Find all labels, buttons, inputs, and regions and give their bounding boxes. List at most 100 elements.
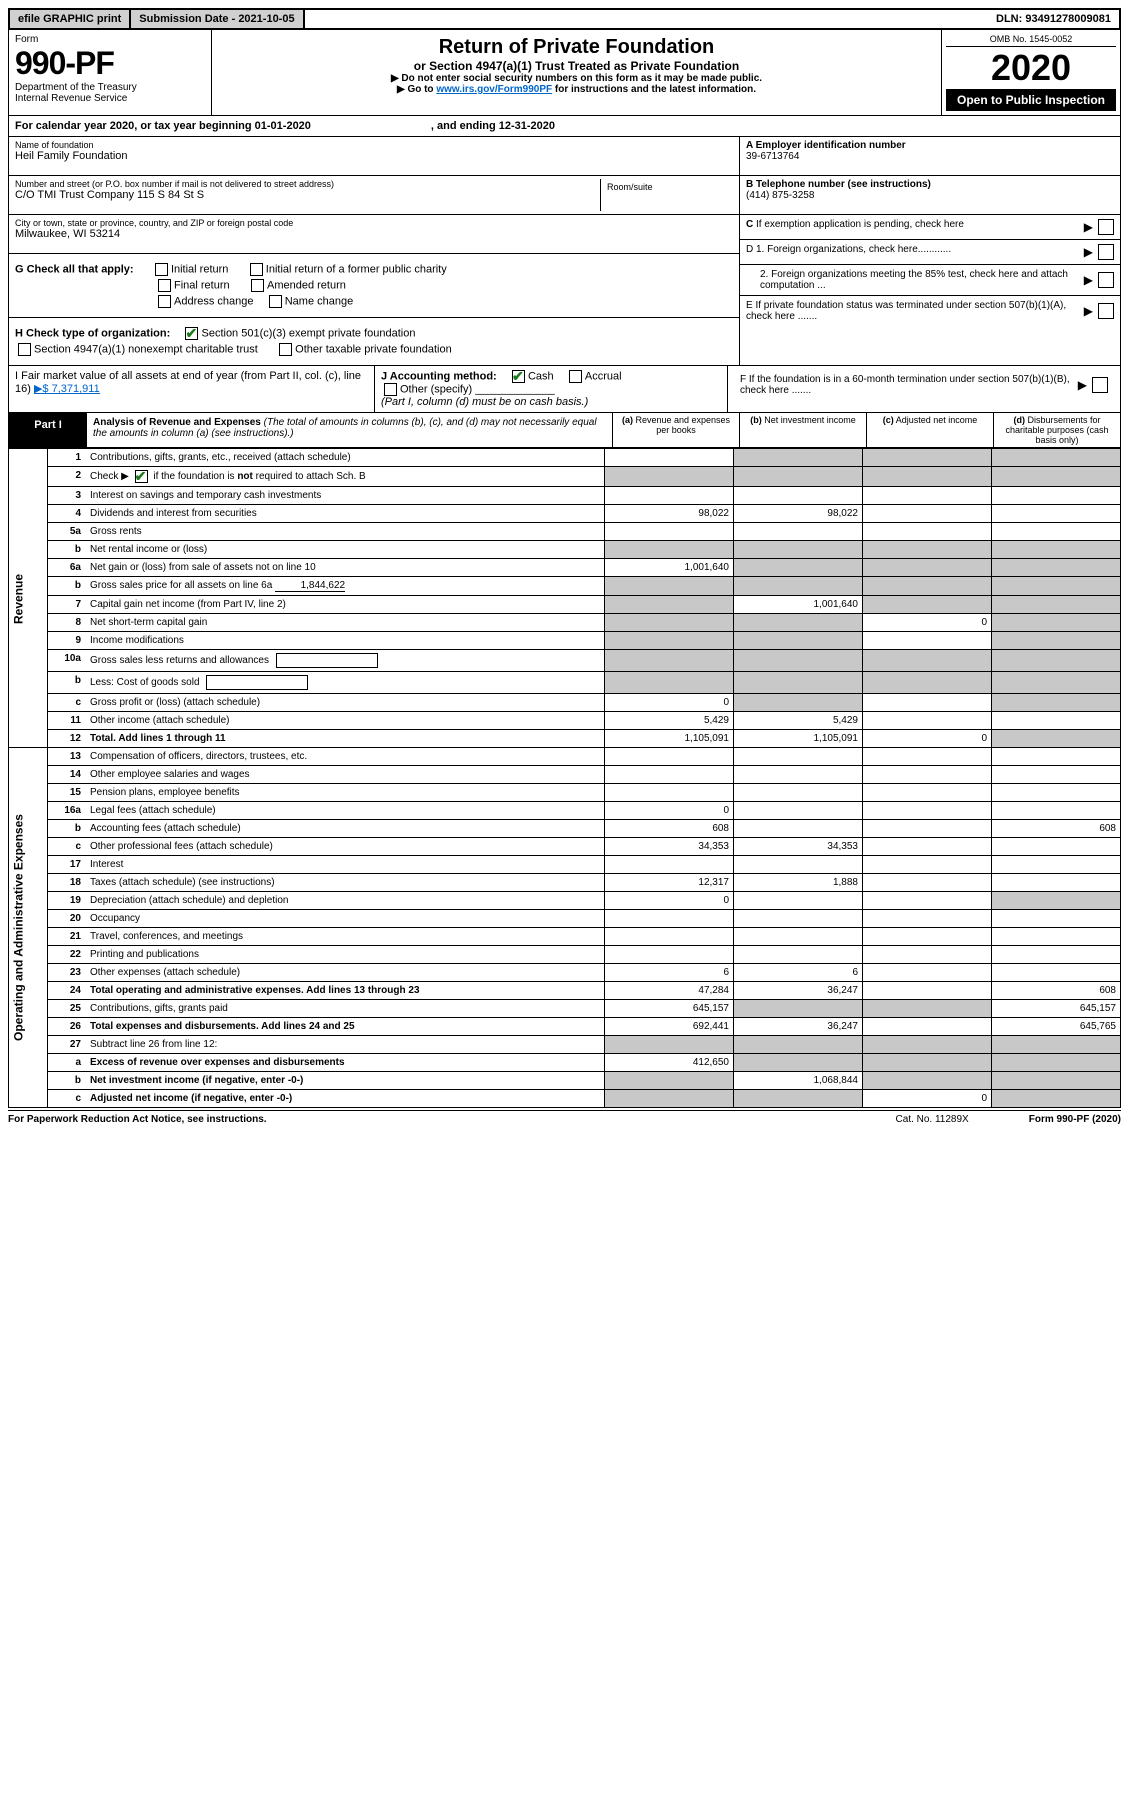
line-3: 3 Interest on savings and temporary cash…: [9, 487, 1121, 505]
line-10b: b Less: Cost of goods sold: [9, 672, 1121, 694]
line-23: 23 Other expenses (attach schedule) 6 6: [9, 964, 1121, 982]
checkbox-address-change[interactable]: [158, 295, 171, 308]
open-inspection: Open to Public Inspection: [946, 89, 1116, 111]
calendar-year-row: For calendar year 2020, or tax year begi…: [8, 116, 1121, 137]
ein-value: 39-6713764: [746, 151, 1114, 162]
line-2: 2 Check ▶ if the foundation is not requi…: [9, 467, 1121, 487]
name-label: Name of foundation: [15, 140, 733, 150]
d1-label: D 1. Foreign organizations, check here..…: [746, 244, 1084, 260]
side-Revenue: Revenue: [9, 449, 48, 748]
checkbox-cash[interactable]: [512, 370, 525, 383]
line-12: 12 Total. Add lines 1 through 11 1,105,0…: [9, 730, 1121, 748]
g-checkboxes: G Check all that apply: Initial return I…: [9, 254, 739, 318]
form990pf-link[interactable]: www.irs.gov/Form990PF: [436, 84, 552, 95]
note-ssn: ▶ Do not enter social security numbers o…: [218, 73, 935, 84]
d2-label: 2. Foreign organizations meeting the 85%…: [746, 269, 1084, 291]
line-27c: c Adjusted net income (if negative, ente…: [9, 1090, 1121, 1108]
line-16c: c Other professional fees (attach schedu…: [9, 838, 1121, 856]
line-18: 18 Taxes (attach schedule) (see instruct…: [9, 874, 1121, 892]
checkbox-initial-return[interactable]: [155, 263, 168, 276]
line-11: 11 Other income (attach schedule) 5,429 …: [9, 712, 1121, 730]
line-5b: b Net rental income or (loss): [9, 541, 1121, 559]
checkbox-d1[interactable]: [1098, 244, 1114, 260]
paperwork-notice: For Paperwork Reduction Act Notice, see …: [8, 1114, 267, 1125]
line-19: 19 Depreciation (attach schedule) and de…: [9, 892, 1121, 910]
checkbox-accrual[interactable]: [569, 370, 582, 383]
foundation-name: Heil Family Foundation: [15, 150, 733, 162]
part1-table: Revenue 1 Contributions, gifts, grants, …: [8, 448, 1121, 1108]
top-bar: efile GRAPHIC print Submission Date - 20…: [8, 8, 1121, 30]
line-6a: 6a Net gain or (loss) from sale of asset…: [9, 559, 1121, 577]
line-4: 4 Dividends and interest from securities…: [9, 505, 1121, 523]
line-10c: c Gross profit or (loss) (attach schedul…: [9, 694, 1121, 712]
line-24: 24 Total operating and administrative ex…: [9, 982, 1121, 1000]
line-1: Revenue 1 Contributions, gifts, grants, …: [9, 449, 1121, 467]
checkbox-amended-return[interactable]: [251, 279, 264, 292]
note-goto: ▶ Go to www.irs.gov/Form990PF for instru…: [218, 84, 935, 95]
checkbox-final-return[interactable]: [158, 279, 171, 292]
city-label: City or town, state or province, country…: [15, 218, 733, 228]
street-address: C/O TMI Trust Company 115 S 84 St S: [15, 189, 600, 201]
form-subtitle: or Section 4947(a)(1) Trust Treated as P…: [218, 59, 935, 73]
line-5a: 5a Gross rents: [9, 523, 1121, 541]
line-17: 17 Interest: [9, 856, 1121, 874]
form-ref: Form 990-PF (2020): [1029, 1114, 1121, 1125]
line-10a: 10a Gross sales less returns and allowan…: [9, 650, 1121, 672]
i-value: ▶$ 7,371,911: [34, 383, 100, 395]
line-27a: a Excess of revenue over expenses and di…: [9, 1054, 1121, 1072]
line-13: Operating and Administrative Expenses 13…: [9, 748, 1121, 766]
checkbox-f[interactable]: [1092, 377, 1108, 393]
checkbox-other-taxable[interactable]: [279, 343, 292, 356]
entity-box: Name of foundation Heil Family Foundatio…: [8, 137, 1121, 366]
part1-label: Part I: [9, 413, 87, 447]
line-27: 27 Subtract line 26 from line 12:: [9, 1036, 1121, 1054]
i-j-f-row: I Fair market value of all assets at end…: [8, 366, 1121, 413]
irs-label: Internal Revenue Service: [15, 93, 205, 104]
e-label: E If private foundation status was termi…: [746, 300, 1084, 322]
form-number: 990-PF: [15, 45, 205, 82]
line-16b: b Accounting fees (attach schedule) 608 …: [9, 820, 1121, 838]
line-21: 21 Travel, conferences, and meetings: [9, 928, 1121, 946]
line-27b: b Net investment income (if negative, en…: [9, 1072, 1121, 1090]
omb-label: OMB No. 1545-0052: [946, 34, 1116, 47]
c-label: If exemption application is pending, che…: [756, 219, 964, 230]
submission-date: Submission Date - 2021-10-05: [131, 10, 304, 28]
checkbox-501c3[interactable]: [185, 327, 198, 340]
side-Operating and Administrative Expenses: Operating and Administrative Expenses: [9, 748, 48, 1108]
addr-label: Number and street (or P.O. box number if…: [15, 179, 600, 189]
efile-label[interactable]: efile GRAPHIC print: [10, 10, 131, 28]
checkbox-other-method[interactable]: [384, 383, 397, 396]
f-label: F If the foundation is in a 60-month ter…: [740, 374, 1078, 396]
phone-value: (414) 875-3258: [746, 190, 1114, 201]
room-label: Room/suite: [607, 182, 727, 192]
line-6b: b Gross sales price for all assets on li…: [9, 577, 1121, 596]
line-8: 8 Net short-term capital gain 0: [9, 614, 1121, 632]
tax-year: 2020: [946, 47, 1116, 89]
checkbox-d2[interactable]: [1098, 272, 1114, 288]
line-15: 15 Pension plans, employee benefits: [9, 784, 1121, 802]
dept-label: Department of the Treasury: [15, 82, 205, 93]
line-16a: 16a Legal fees (attach schedule) 0: [9, 802, 1121, 820]
checkbox-c[interactable]: [1098, 219, 1114, 235]
dln-label: DLN: 93491278009081: [988, 10, 1119, 28]
checkbox-name-change[interactable]: [269, 295, 282, 308]
line-20: 20 Occupancy: [9, 910, 1121, 928]
line-7: 7 Capital gain net income (from Part IV,…: [9, 596, 1121, 614]
line-14: 14 Other employee salaries and wages: [9, 766, 1121, 784]
part1-header: Part I Analysis of Revenue and Expenses …: [8, 413, 1121, 448]
form-word: Form: [15, 34, 205, 45]
line-25: 25 Contributions, gifts, grants paid 645…: [9, 1000, 1121, 1018]
city-state-zip: Milwaukee, WI 53214: [15, 228, 733, 240]
b-label: B Telephone number (see instructions): [746, 179, 931, 190]
line-22: 22 Printing and publications: [9, 946, 1121, 964]
checkbox-initial-public[interactable]: [250, 263, 263, 276]
checkbox-4947a1[interactable]: [18, 343, 31, 356]
form-title: Return of Private Foundation: [218, 36, 935, 59]
footer: For Paperwork Reduction Act Notice, see …: [8, 1110, 1121, 1125]
a-label: A Employer identification number: [746, 140, 906, 151]
form-header: Form 990-PF Department of the Treasury I…: [8, 30, 1121, 116]
cat-no: Cat. No. 11289X: [896, 1114, 969, 1125]
checkbox-e[interactable]: [1098, 303, 1114, 319]
line-26: 26 Total expenses and disbursements. Add…: [9, 1018, 1121, 1036]
line-9: 9 Income modifications: [9, 632, 1121, 650]
